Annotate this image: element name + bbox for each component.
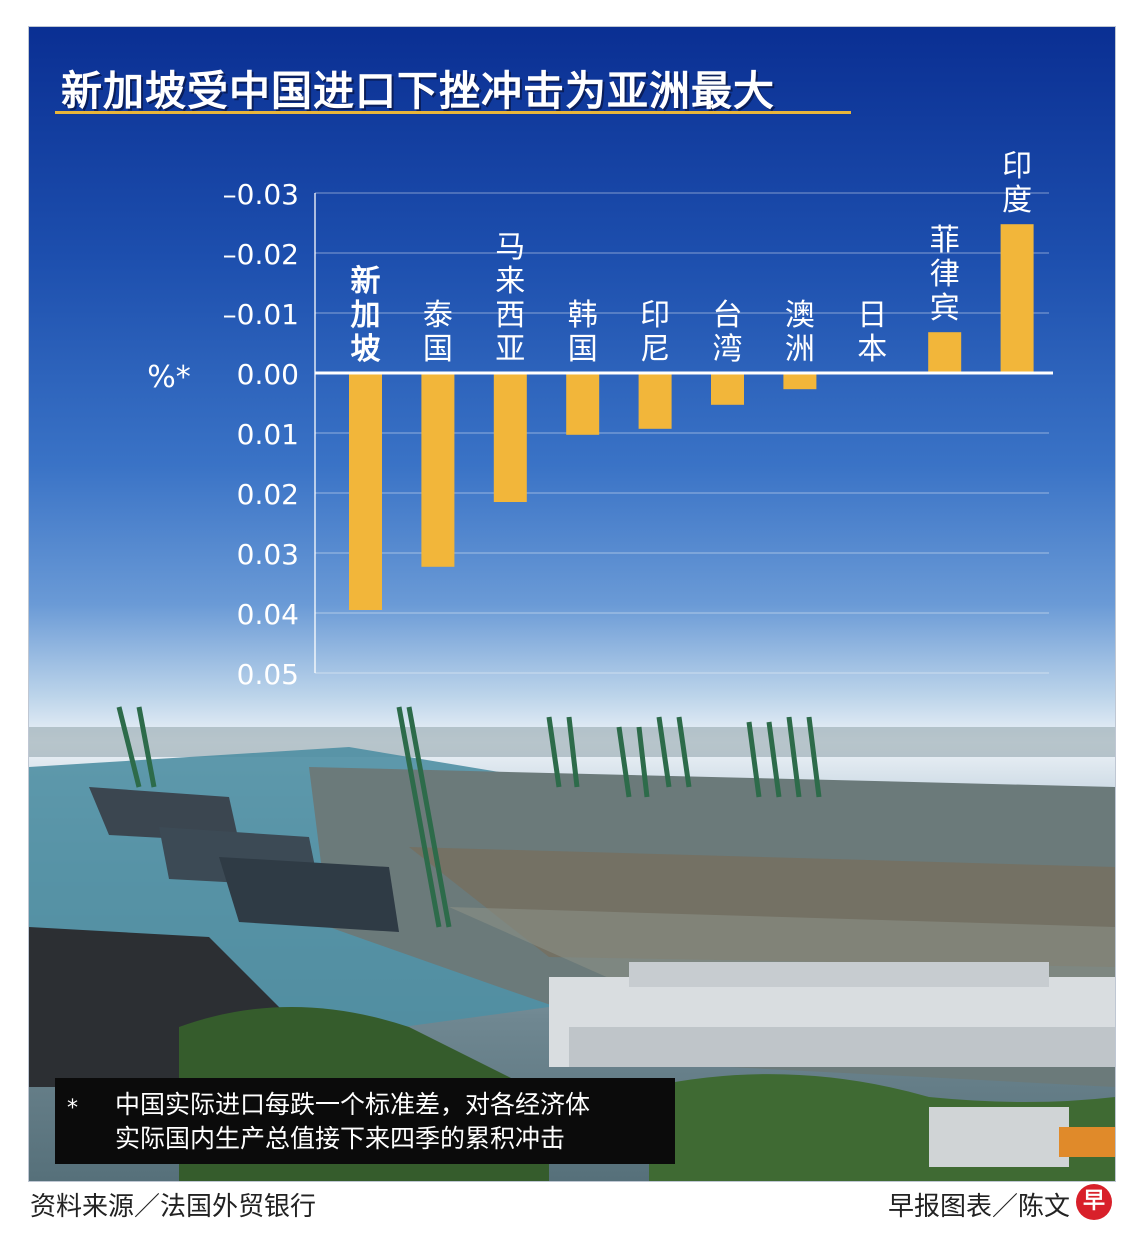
graphic-credit: 早报图表／陈文: [888, 1186, 1110, 1223]
y-tick-label: –0.01: [223, 298, 299, 331]
port-photo-illustration: [29, 706, 1115, 1181]
category-label-8: 菲律宾: [930, 223, 960, 326]
infographic-frame: 新加坡受中国进口下挫冲击为亚洲最大 –0.03 –0.02 –0.01 0.00 0.0…: [28, 26, 1116, 1182]
y-tick-label: –0.03: [223, 178, 299, 211]
y-tick-label: 0.01: [237, 418, 299, 451]
bar-6: [783, 373, 817, 390]
category-label-5: 台湾: [713, 298, 743, 367]
bar-5: [711, 373, 744, 405]
source-credit: 资料来源／法国外贸银行: [30, 1192, 317, 1222]
bar-9: [1000, 224, 1034, 373]
category-label-4: 印尼: [640, 298, 670, 367]
bar-1: [421, 373, 455, 567]
bar-0: [349, 373, 382, 610]
category-label-9: 印度: [1002, 149, 1032, 218]
category-label-7: 日本: [857, 298, 887, 367]
footnote-marker: *: [67, 1096, 78, 1121]
y-tick-label: 0.00: [237, 358, 299, 391]
y-tick-label: –0.02: [223, 238, 299, 271]
y-tick-labels: –0.03 –0.02 –0.01 0.00 0.01 0.02 0.03 0.04 0.05: [223, 178, 299, 691]
y-tick-label: 0.02: [237, 478, 299, 511]
y-axis-label: %*: [147, 360, 191, 395]
category-label-1: 泰国: [423, 298, 453, 367]
category-label-0: 新加坡: [351, 264, 381, 367]
bars: [349, 224, 1034, 610]
category-label-6: 澳洲: [785, 298, 815, 367]
footnote-box: * 中国实际进口每跌一个标准差，对各经济体 实际国内生产总值接下来四季的累积冲击: [55, 1078, 675, 1164]
category-label-3: 韩国: [568, 298, 598, 367]
bar-3: [566, 373, 600, 435]
category-label-2: 马来西亚: [495, 230, 525, 367]
bar-8: [928, 332, 962, 373]
footnote-line-1: 中国实际进口每跌一个标准差，对各经济体: [115, 1090, 591, 1119]
y-tick-label: 0.03: [237, 538, 299, 571]
bar-chart: –0.03–0.02–0.010.000.010.020.030.040.05 …: [147, 149, 1053, 691]
y-tick-label: 0.05: [237, 658, 299, 691]
chart-title: 新加坡受中国进口下挫冲击为亚洲最大: [61, 67, 775, 115]
y-tick-label: 0.04: [237, 598, 299, 631]
graphic-credit-text: 早报图表／陈文: [887, 1192, 1070, 1222]
footnote-line-2: 实际国内生产总值接下来四季的累积冲击: [115, 1124, 566, 1153]
title-underline: [55, 111, 851, 114]
bar-2: [493, 373, 527, 502]
zaobao-logo: 早: [1076, 1184, 1112, 1220]
bar-4: [638, 373, 672, 429]
